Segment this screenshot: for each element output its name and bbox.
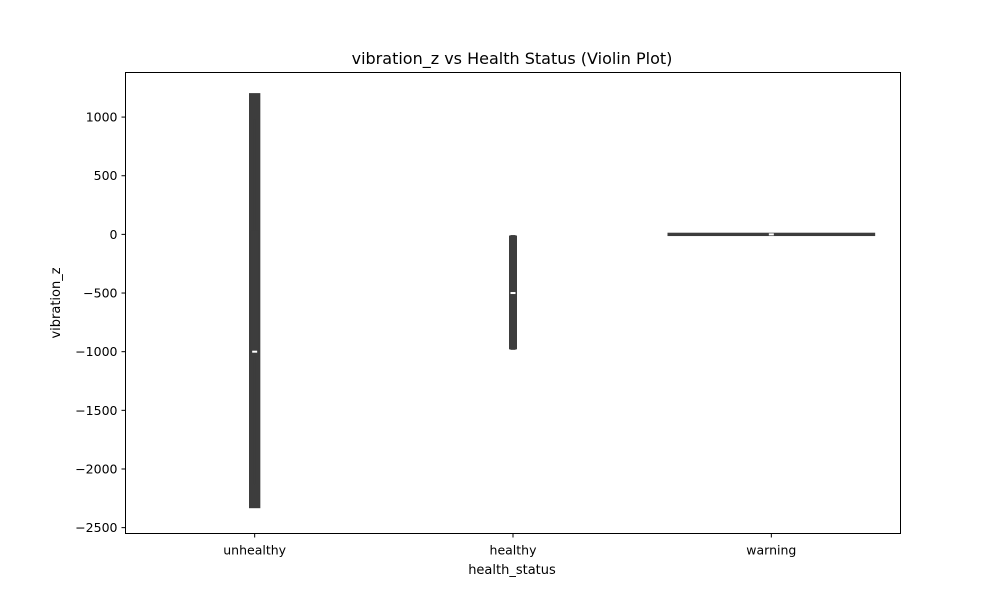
violin-warning [667,232,876,237]
violin-unhealthy [249,93,261,509]
x-tick-label: warning [746,543,796,558]
y-tick-label: 1000 [86,110,118,125]
y-tick-label: −500 [83,286,117,301]
violin-median [510,292,516,295]
violins-layer [249,93,876,509]
y-tick-label: −1500 [75,403,117,418]
y-axis-label: vibration_z [49,267,64,338]
y-tick-label: −1000 [75,344,117,359]
y-tick-label: −2500 [75,520,117,535]
chart-title: vibration_z vs Health Status (Violin Plo… [352,49,673,69]
violin-median [252,350,258,353]
violin-quartile-box [250,230,259,357]
violin-median [768,233,774,236]
y-tick-label: 500 [94,168,118,183]
y-tick-label: −2000 [75,461,117,476]
x-tick-label: unhealthy [223,543,286,558]
x-tick-label: healthy [490,543,538,558]
x-axis: unhealthy healthy warning [223,533,796,558]
y-axis: 1000 500 0 −500 −1000 −1500 −2000 −2500 [75,110,126,535]
x-axis-label: health_status [468,563,556,578]
violin-healthy [509,235,517,350]
y-tick-label: 0 [110,227,118,242]
